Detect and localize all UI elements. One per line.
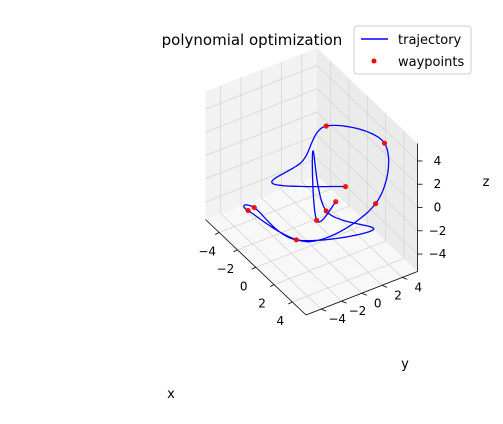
y-tick-label: −2 [349, 304, 367, 318]
waypoint-marker [293, 237, 299, 243]
waypoint-marker [323, 123, 329, 129]
y-tick-label: 2 [394, 288, 402, 302]
x-tick-mark [288, 301, 293, 305]
x-tick-label: 4 [276, 314, 284, 328]
x-tick-mark [233, 249, 238, 253]
legend-waypoints-swatch [371, 58, 377, 64]
axis-lines [205, 143, 423, 316]
grid-line-y [281, 61, 383, 286]
waypoint-marker [381, 140, 388, 146]
y-tick-mark [402, 277, 408, 280]
z-tick-label: 2 [434, 177, 442, 191]
legend-trajectory-label: trajectory [398, 33, 462, 48]
y-tick-mark [381, 284, 388, 288]
x-tick-mark [269, 284, 275, 287]
grid-lines [205, 53, 418, 310]
x-tick-label: 2 [258, 297, 266, 311]
grid-line-z [205, 134, 418, 232]
y-tick-label: 0 [374, 296, 382, 310]
chart-title: polynomial optimization [162, 31, 343, 49]
waypoint-marker [342, 184, 349, 190]
grid-line-x [292, 130, 405, 303]
y-tick-label: 4 [414, 280, 422, 294]
grid-line-y [220, 85, 322, 310]
grid-line-y [260, 69, 363, 294]
waypoint-marker [245, 207, 251, 214]
z-tick-label: 4 [434, 154, 442, 168]
legend-frame [353, 25, 472, 75]
waypoint-marker [323, 208, 329, 214]
z-tick-label: −4 [429, 247, 447, 261]
legend-waypoints-label: waypoints [398, 55, 464, 70]
waypoint-marker [251, 204, 257, 211]
y-axis-label: y [401, 357, 409, 372]
x-tick-label: −4 [198, 245, 216, 259]
grid-line-z [205, 158, 418, 255]
grid-line-x [237, 78, 350, 251]
x-tick-label: 0 [240, 279, 248, 293]
grid-line-z [205, 111, 418, 208]
x-tick-mark [215, 232, 220, 235]
z-tick-label: −2 [429, 224, 447, 238]
grid-line-y [240, 77, 342, 302]
grid-line-x [219, 61, 332, 233]
grid-line-z [205, 65, 418, 162]
plot-area [243, 123, 390, 243]
waypoint-marker [373, 201, 379, 207]
x-tick-label: −2 [217, 262, 235, 276]
z-axis-label: z [483, 175, 490, 190]
grid-line-x [273, 113, 386, 285]
z-tick-label: 0 [434, 201, 442, 215]
waypoint-marker [314, 217, 320, 223]
x-tick-mark [251, 266, 256, 270]
legend: trajectory waypoints [353, 25, 472, 75]
y-tick-mark [361, 292, 367, 296]
x-axis-label: x [167, 387, 175, 402]
y-tick-mark [341, 300, 347, 304]
y-tick-label: −4 [328, 312, 346, 326]
grid-line-z [205, 88, 418, 185]
grid-line-x [255, 95, 368, 268]
grid-line-y [301, 53, 403, 278]
waypoint-marker [333, 199, 339, 205]
y-tick-mark [321, 308, 327, 312]
